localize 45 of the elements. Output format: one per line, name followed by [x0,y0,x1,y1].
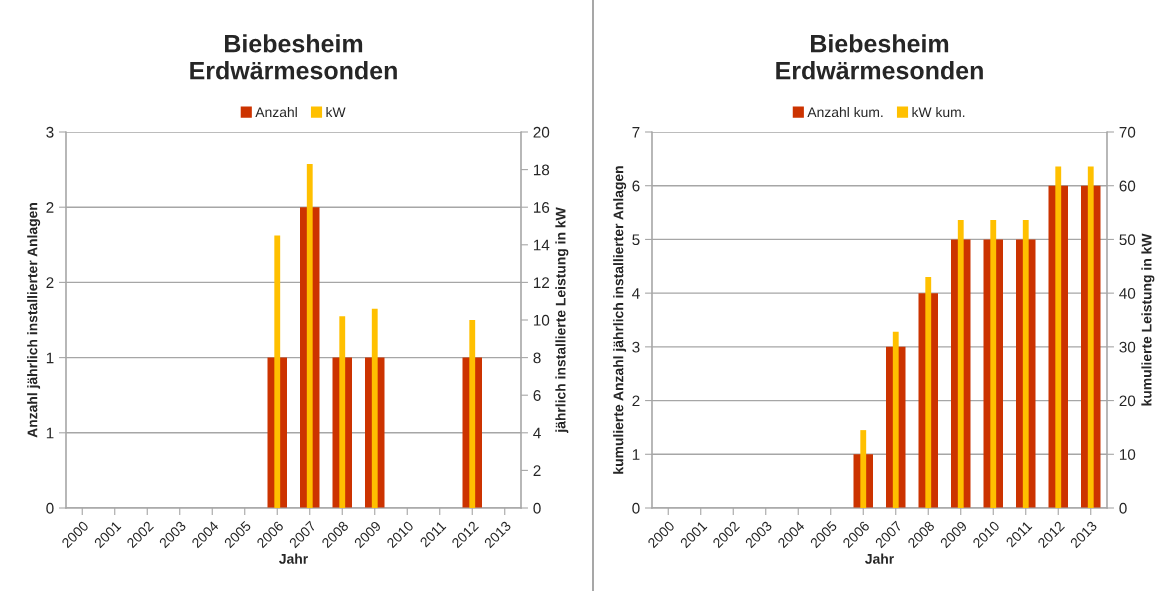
chart-title: Biebesheim Erdwärmesonden [190,34,397,80]
chart-title: Biebesheim Erdwärmesonden [776,34,983,80]
y2-tick-label: 0 [533,502,541,514]
x-axis-title: Jahr [865,553,894,564]
y2-axis-title: kumulierte Leistung in kW [1141,233,1155,406]
y-tick-label: 2 [46,277,54,288]
y2-tick-label: 16 [533,202,550,213]
y-tick-label: 0 [46,502,54,514]
y2-tick-label: 10 [533,314,550,326]
y2-tick-label: 20 [1119,395,1136,407]
legend-label: kW [326,106,346,117]
y2-tick-label: 30 [1119,341,1136,353]
y2-tick-label: 10 [1119,449,1136,460]
y2-tick-label: 40 [1119,288,1136,299]
y2-tick-label: 18 [533,164,550,176]
y-axis-title: kumulierte Anzahl jährlich installierter Anlagen [613,166,627,474]
y-tick-label: 3 [46,126,54,138]
y-tick-label: 1 [632,449,640,460]
y-tick-label: 5 [632,234,640,246]
y2-tick-label: 70 [1119,126,1136,138]
y-tick-label: 4 [632,288,640,299]
y2-axis-title: jährlich installierte Leistung in kW [555,207,569,433]
y2-tick-label: 4 [533,427,541,439]
x-axis-title: Jahr [279,553,308,564]
y2-tick-label: 6 [533,390,541,401]
y-tick-label: 1 [46,352,54,364]
y-tick-label: 2 [632,395,640,407]
y2-tick-label: 14 [533,239,550,251]
y2-tick-label: 12 [533,277,550,288]
y2-tick-label: 8 [533,352,541,364]
y2-tick-label: 20 [533,126,550,138]
y2-tick-label: 50 [1119,234,1136,246]
legend-label: Anzahl kum. [807,106,883,118]
y-tick-label: 7 [632,127,640,138]
y-tick-label: 3 [632,341,640,353]
y2-tick-label: 0 [1119,502,1127,514]
y-axis-title: Anzahl jährlich installierter Anlagen [27,203,41,438]
y2-tick-label: 2 [533,465,541,476]
y2-tick-label: 60 [1119,180,1136,192]
y-tick-label: 6 [632,180,640,192]
legend-label: Anzahl [255,106,297,118]
legend-label: kW kum. [912,106,965,118]
y-tick-label: 0 [632,502,640,514]
y-tick-label: 1 [46,427,54,439]
y-tick-label: 2 [46,202,54,213]
